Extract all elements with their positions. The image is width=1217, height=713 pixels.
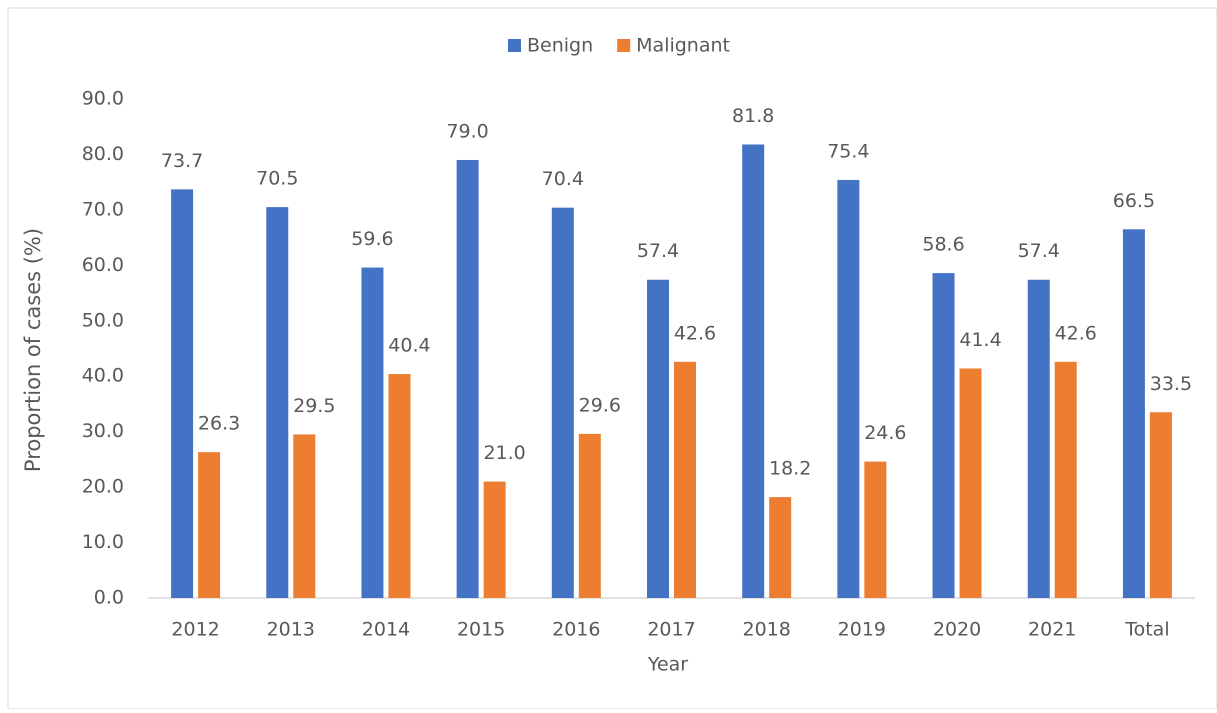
x-tick-label: 2018 [743, 619, 791, 641]
x-tick-label: Total [1124, 619, 1169, 641]
bar [266, 207, 289, 598]
bar [551, 207, 574, 598]
data-label: 66.5 [1113, 190, 1155, 212]
bar [198, 452, 221, 598]
bar [864, 461, 887, 598]
y-tick-label: 20.0 [82, 476, 124, 498]
bar [171, 189, 194, 598]
x-tick-label: 2015 [457, 619, 505, 641]
y-tick-label: 40.0 [82, 365, 124, 387]
bar [1122, 229, 1145, 599]
data-label: 81.8 [732, 105, 774, 127]
x-tick-label: 2020 [933, 619, 981, 641]
bar [1149, 412, 1172, 598]
x-tick-label: 2021 [1028, 619, 1076, 641]
legend-swatch [508, 39, 521, 52]
bar [742, 144, 765, 598]
y-tick-label: 10.0 [82, 531, 124, 553]
y-tick-label: 70.0 [82, 198, 124, 220]
bar [959, 368, 982, 598]
data-label: 57.4 [637, 240, 679, 262]
y-axis-title: Proportion of cases (%) [21, 228, 45, 472]
data-label: 42.6 [1055, 322, 1097, 344]
y-tick-label: 90.0 [82, 88, 124, 110]
data-label: 26.3 [198, 413, 240, 435]
x-tick-label: 2013 [267, 619, 315, 641]
data-label: 70.4 [542, 168, 584, 190]
data-label: 24.6 [864, 422, 906, 444]
y-tick-label: 80.0 [82, 143, 124, 165]
bar [388, 374, 411, 598]
bar [769, 497, 792, 598]
legend-swatch [617, 39, 631, 52]
x-tick-label: 2019 [838, 619, 886, 641]
data-label: 33.5 [1150, 373, 1192, 395]
data-label: 29.5 [293, 395, 335, 417]
data-label: 73.7 [161, 150, 203, 172]
y-tick-label: 0.0 [94, 587, 124, 609]
data-label: 75.4 [827, 140, 869, 162]
legend-label: Malignant [636, 35, 730, 57]
bar [483, 481, 506, 598]
bar [674, 361, 696, 598]
data-label: 58.6 [922, 234, 964, 256]
x-tick-label: 2016 [552, 619, 600, 641]
bar [1027, 279, 1050, 598]
x-tick-label: 2012 [171, 619, 219, 641]
data-label: 29.6 [579, 394, 621, 416]
data-label: 42.6 [674, 322, 716, 344]
data-label: 40.4 [388, 335, 430, 357]
x-tick-label: 2017 [647, 619, 695, 641]
data-label: 70.5 [256, 168, 298, 190]
y-tick-label: 60.0 [82, 254, 124, 276]
bar [578, 433, 601, 598]
data-label: 59.6 [351, 228, 393, 250]
bar [647, 279, 669, 598]
x-axis-title: Year [647, 654, 688, 676]
legend-label: Benign [527, 35, 593, 57]
bar [293, 434, 316, 598]
bar [932, 273, 955, 598]
data-label: 57.4 [1018, 240, 1060, 262]
data-label: 41.4 [959, 329, 1001, 351]
bar [456, 159, 479, 598]
data-label: 79.0 [446, 120, 488, 142]
y-tick-label: 50.0 [82, 309, 124, 331]
y-tick-label: 30.0 [82, 420, 124, 442]
bar [1054, 361, 1077, 598]
bar [361, 267, 384, 598]
data-label: 18.2 [769, 458, 811, 480]
x-tick-label: 2014 [362, 619, 410, 641]
bar [837, 179, 860, 598]
data-label: 21.0 [483, 442, 525, 464]
